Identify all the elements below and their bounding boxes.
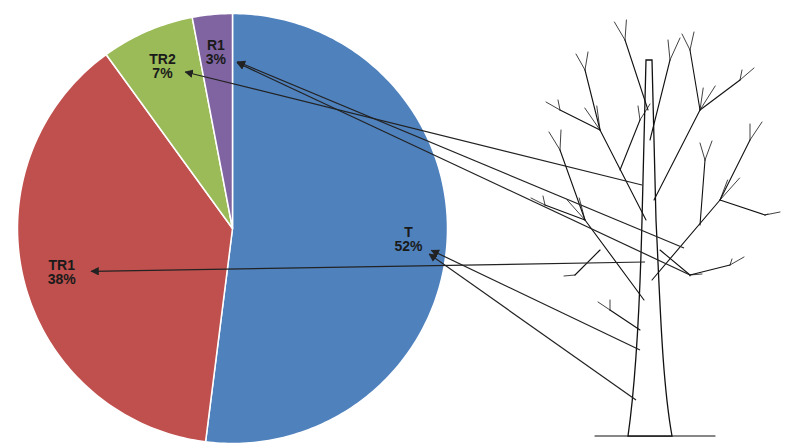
svg-text:TR27%: TR27% [149, 51, 176, 81]
svg-text:TR138%: TR138% [48, 257, 77, 287]
svg-text:T52%: T52% [394, 224, 423, 254]
svg-text:R13%: R13% [206, 37, 227, 67]
